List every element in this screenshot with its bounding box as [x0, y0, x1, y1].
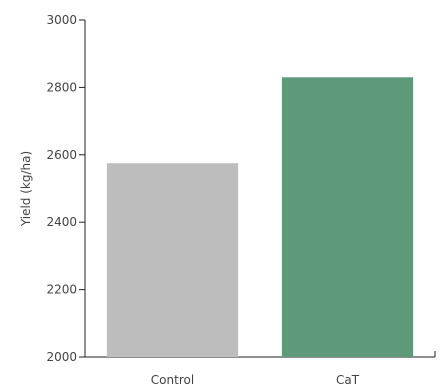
x-category-label: CaT — [336, 373, 360, 387]
y-tick-label: 3000 — [46, 13, 77, 27]
bars — [106, 77, 414, 357]
y-axis: 2000 2200 2400 2600 2800 3000 — [46, 13, 86, 364]
bar-control — [106, 163, 239, 357]
bar-cat — [281, 77, 414, 357]
y-tick-label: 2600 — [46, 148, 77, 162]
y-tick-label: 2800 — [46, 80, 77, 94]
y-tick-label: 2000 — [46, 350, 77, 364]
x-category-label: Control — [151, 373, 194, 387]
y-tick-label: 2200 — [46, 283, 77, 297]
y-axis-title: Yield (kg/ha) — [19, 151, 33, 227]
y-tick-label: 2400 — [46, 215, 77, 229]
